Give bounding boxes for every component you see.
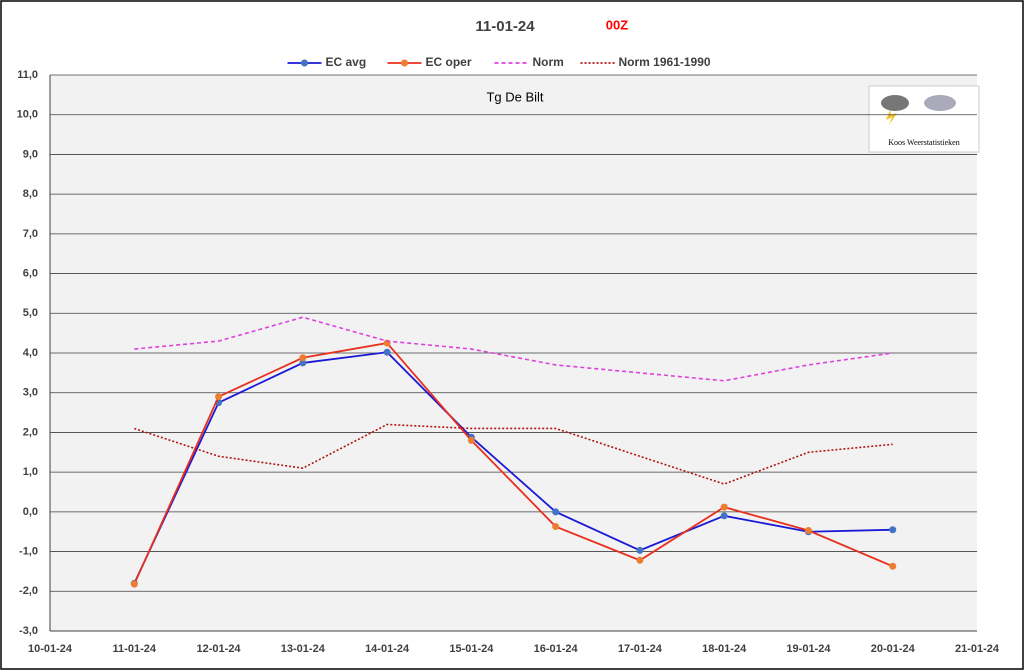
- data-point: [383, 348, 391, 356]
- y-tick-label: 1,0: [23, 466, 38, 478]
- y-tick-label: 7,0: [23, 228, 38, 240]
- y-tick-label: 5,0: [23, 307, 38, 319]
- x-tick-label: 13-01-24: [281, 643, 326, 655]
- legend-label: Norm: [533, 55, 564, 69]
- series-line: [134, 316, 893, 382]
- lightning-icon: [886, 110, 897, 125]
- y-tick-label: 6,0: [23, 267, 38, 279]
- data-point: [636, 556, 644, 564]
- x-tick-label: 16-01-24: [534, 643, 579, 655]
- series-line: [133, 342, 894, 585]
- data-point: [299, 354, 307, 362]
- y-tick-label: 10,0: [17, 109, 38, 121]
- cloud-icon: [924, 95, 956, 111]
- data-point: [889, 526, 897, 534]
- data-point: [299, 359, 307, 367]
- legend-label: EC oper: [426, 55, 472, 69]
- y-tick-label: -2,0: [19, 585, 38, 597]
- y-tick-label: -3,0: [19, 625, 38, 637]
- y-tick-label: 3,0: [23, 387, 38, 399]
- series-line: [133, 351, 893, 584]
- y-tick-label: -1,0: [19, 545, 38, 557]
- data-point: [130, 580, 138, 588]
- subtitle: Tg De Bilt: [486, 89, 543, 104]
- data-point: [467, 436, 475, 444]
- legend-marker: [401, 59, 408, 67]
- y-tick-label: 8,0: [23, 188, 38, 200]
- x-tick-label: 19-01-24: [786, 643, 831, 655]
- data-point: [804, 527, 812, 535]
- x-tick-label: 18-01-24: [702, 643, 747, 655]
- y-tick-label: 9,0: [23, 148, 38, 160]
- x-tick-label: 11-01-24: [113, 643, 157, 655]
- x-tick-label: 12-01-24: [197, 643, 242, 655]
- x-tick-label: 20-01-24: [871, 643, 916, 655]
- legend-label: EC avg: [326, 55, 367, 69]
- x-tick-label: 21-01-24: [955, 643, 1000, 655]
- data-point: [720, 503, 728, 511]
- chart-title: 11-01-24: [475, 18, 535, 35]
- cloud-icon: [881, 95, 909, 111]
- y-tick-label: 4,0: [23, 347, 38, 359]
- x-tick-label: 14-01-24: [365, 643, 410, 655]
- x-tick-label: 15-01-24: [449, 643, 494, 655]
- y-tick-label: 0,0: [23, 506, 38, 518]
- legend-label: Norm 1961-1990: [619, 55, 711, 69]
- legend: EC avg EC oper Norm Norm 1961-1990: [287, 55, 711, 69]
- data-point: [552, 523, 560, 531]
- data-point: [636, 546, 644, 554]
- y-tick-label: 2,0: [23, 426, 38, 438]
- logo: Koos Weerstatistieken: [868, 85, 980, 153]
- data-point: [889, 562, 897, 570]
- x-tick-label: 17-01-24: [618, 643, 663, 655]
- logo-text: Koos Weerstatistieken: [888, 138, 959, 147]
- data-point: [215, 393, 223, 401]
- x-tick-label: 10-01-24: [28, 643, 73, 655]
- run-label: 00Z: [606, 17, 628, 32]
- data-point: [552, 508, 560, 516]
- data-point: [720, 512, 728, 520]
- y-tick-label: 11,0: [17, 69, 38, 81]
- legend-marker: [301, 59, 308, 67]
